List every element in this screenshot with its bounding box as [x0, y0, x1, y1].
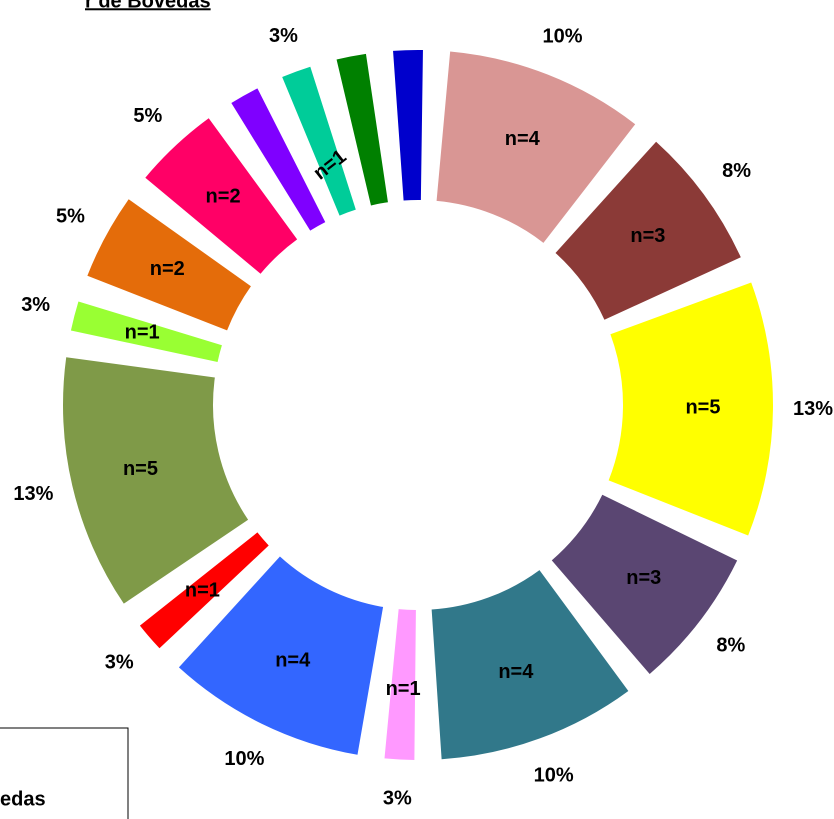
donut-slice: [431, 570, 629, 760]
legend-text: edas: [0, 788, 46, 810]
donut-slice: [608, 282, 773, 536]
value-label: n=2: [150, 258, 185, 280]
donut-slice: [231, 88, 326, 231]
percent-label: 10%: [534, 764, 574, 786]
value-label: n=1: [125, 322, 160, 344]
percent-label: 8%: [716, 634, 745, 656]
value-label: n=2: [206, 185, 241, 207]
percent-label: 3%: [21, 294, 50, 316]
value-label: n=1: [185, 580, 220, 602]
donut-slice: [178, 556, 384, 755]
chart-title: r de Bovedas: [85, 0, 211, 12]
value-label: n=5: [685, 397, 720, 419]
value-label: n=3: [626, 567, 661, 589]
percent-label: 5%: [133, 105, 162, 127]
donut-slice: [87, 199, 251, 331]
donut-slice: [336, 53, 388, 206]
donut-slice: [555, 141, 741, 320]
donut-slice: [393, 49, 423, 201]
donut-slice: [139, 532, 269, 649]
percent-label: 10%: [224, 748, 264, 770]
donut-slice: [551, 494, 738, 674]
percent-label: 13%: [13, 483, 53, 505]
value-label: n=4: [275, 649, 311, 671]
value-label: n=5: [123, 458, 158, 480]
donut-slice: [384, 609, 416, 760]
value-label: n=4: [505, 128, 541, 150]
percent-label: 3%: [383, 788, 412, 810]
percent-label: 8%: [722, 160, 751, 182]
legend-box: [0, 727, 129, 819]
percent-label: 5%: [56, 206, 85, 228]
value-label: n=1: [386, 678, 421, 700]
percent-label: 3%: [269, 25, 298, 47]
percent-label: 10%: [543, 26, 583, 48]
donut-slice: [145, 118, 298, 274]
value-label: n=4: [498, 661, 534, 683]
percent-label: 3%: [105, 652, 134, 674]
donut-slice: [63, 357, 249, 604]
donut-slice: [282, 66, 356, 216]
value-label: n=3: [630, 225, 665, 247]
donut-slice: [436, 51, 636, 243]
percent-label: 13%: [793, 398, 833, 420]
donut-slice: [70, 301, 222, 362]
